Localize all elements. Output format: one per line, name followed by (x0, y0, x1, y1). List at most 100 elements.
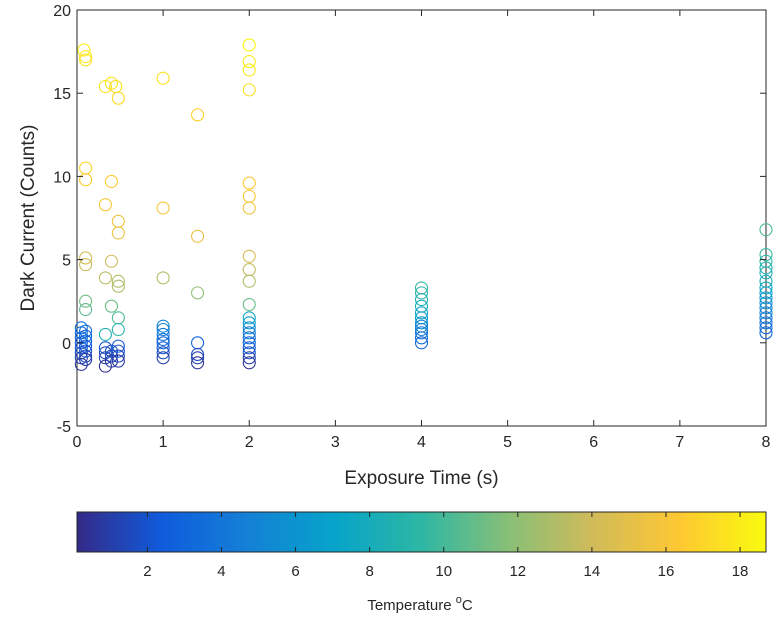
data-point (191, 286, 205, 300)
data-point (98, 79, 112, 94)
data-point (414, 286, 429, 300)
colorbar-tick-label: 2 (143, 563, 151, 580)
data-point (414, 322, 429, 337)
data-point (104, 254, 118, 268)
data-point (111, 322, 125, 337)
data-point (79, 352, 93, 366)
data-point (111, 354, 125, 368)
data-point (79, 258, 93, 272)
x-tick-label: 8 (762, 434, 771, 451)
data-point (104, 174, 118, 188)
x-axis-ticks: 0 1 2 3 4 5 6 7 8 (73, 10, 771, 451)
data-point (242, 331, 256, 345)
data-point (74, 321, 88, 335)
data-point (759, 306, 773, 320)
data-point (414, 306, 429, 320)
data-point (242, 83, 256, 97)
data-point (79, 339, 93, 353)
colorbar: 2 4 6 8 10 12 14 16 18 Temperature oC (76, 511, 767, 614)
data-point (104, 354, 118, 368)
x-tick-label: 4 (417, 434, 426, 451)
data-point (242, 336, 256, 350)
data-point (242, 341, 256, 355)
data-point (414, 316, 429, 330)
data-point (242, 356, 256, 370)
data-point (759, 248, 773, 262)
colorbar-ticks: 2 4 6 8 10 12 14 16 18 (143, 512, 748, 580)
colorbar-tick-label: 4 (217, 563, 225, 580)
data-point (242, 55, 256, 69)
y-tick-label: -5 (57, 419, 71, 436)
colorbar-tick-label: 12 (509, 563, 526, 580)
data-point (242, 201, 256, 215)
data-point (191, 351, 205, 365)
data-point (104, 344, 118, 358)
data-point (79, 53, 93, 67)
data-point (156, 351, 170, 365)
data-point (191, 347, 205, 362)
y-tick-label: 10 (53, 169, 71, 186)
x-tick-label: 7 (675, 434, 684, 451)
data-point (156, 332, 170, 347)
y-tick-label: 0 (62, 336, 71, 353)
data-point (759, 321, 773, 335)
data-point (156, 271, 170, 285)
data-point (98, 271, 112, 285)
data-point (242, 63, 256, 77)
x-tick-label: 6 (589, 434, 598, 451)
data-point (242, 274, 256, 288)
x-tick-label: 5 (503, 434, 512, 451)
data-point (74, 357, 88, 371)
data-point (111, 344, 125, 358)
data-point (156, 346, 170, 360)
colorbar-tick-label: 18 (732, 563, 749, 580)
data-point (414, 326, 429, 340)
data-point (242, 351, 256, 365)
colorbar-label-text: Temperature (367, 597, 455, 614)
x-tick-label: 1 (159, 434, 168, 451)
data-point (759, 291, 773, 305)
data-point (111, 279, 125, 293)
data-point (759, 261, 773, 275)
data-point (77, 43, 91, 57)
data-point (79, 302, 93, 317)
data-point (242, 316, 256, 330)
y-axis-ticks: -5 0 5 10 15 20 (53, 3, 766, 436)
colorbar-tick-label: 6 (291, 563, 299, 580)
data-point (156, 322, 170, 337)
colorbar-tick-label: 8 (365, 563, 373, 580)
data-point (79, 344, 93, 358)
data-points (74, 38, 773, 373)
data-point (79, 334, 93, 348)
data-point (111, 91, 125, 105)
data-point (156, 319, 170, 333)
data-point (79, 294, 93, 308)
data-point (156, 341, 170, 355)
data-point (759, 316, 773, 330)
data-point (79, 50, 93, 64)
x-axis-label: Exposure Time (s) (344, 468, 498, 489)
data-point (242, 249, 256, 263)
data-point (414, 292, 429, 307)
data-point (104, 349, 118, 363)
y-tick-label: 5 (62, 253, 71, 270)
data-point (242, 297, 256, 312)
y-tick-label: 20 (53, 3, 71, 20)
data-point (156, 201, 170, 215)
colorbar-label: Temperature oC (367, 594, 473, 614)
data-point (104, 76, 118, 90)
data-point (759, 266, 773, 280)
data-point (79, 329, 93, 343)
data-point (79, 173, 93, 187)
data-point (79, 324, 93, 338)
colorbar-label-degree: o (456, 594, 462, 606)
data-point (156, 327, 170, 342)
data-point (759, 286, 773, 300)
data-point (156, 71, 170, 85)
colorbar-tick-label: 10 (435, 563, 452, 580)
data-point (111, 339, 125, 353)
x-tick-label: 0 (73, 434, 82, 451)
